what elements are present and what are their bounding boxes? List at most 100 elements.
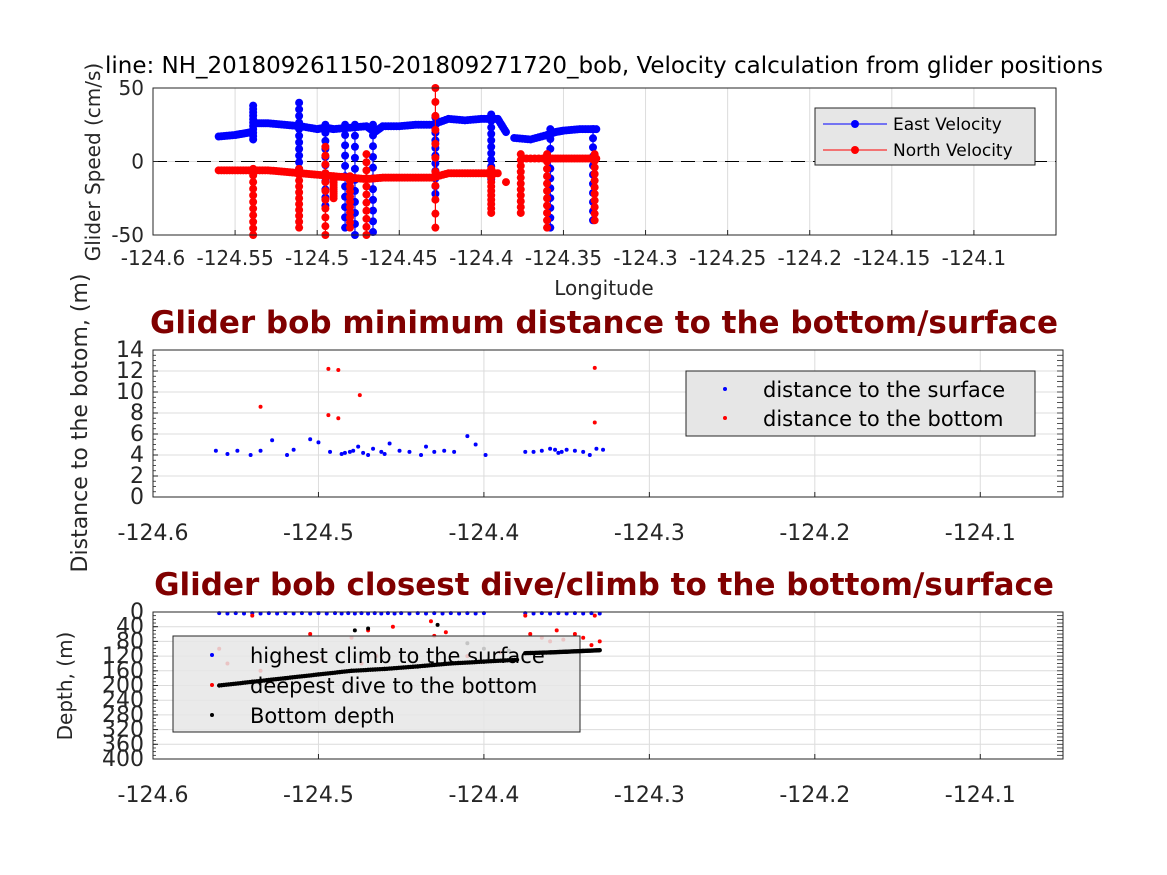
data-point: [424, 444, 428, 449]
spike-point: [431, 153, 440, 162]
x-tick-label: -124.1: [945, 521, 1016, 546]
spike-point: [369, 206, 378, 215]
spike-point: [350, 164, 359, 173]
y-tick-label: 14: [116, 338, 144, 363]
spike-point: [249, 178, 258, 187]
spike-point: [295, 118, 304, 127]
x-tick-label: -124.2: [777, 246, 841, 270]
spike-point: [321, 151, 330, 160]
spike-point: [295, 145, 304, 154]
spike-point: [369, 142, 378, 151]
data-point: [528, 632, 533, 637]
depth-legend: highest climb to the surface deepest div…: [172, 635, 581, 733]
spike-point: [431, 97, 440, 106]
depth-panel: -124.6 -124.5 -124.4 -124.3 -124.2 -124.1 040…: [53, 567, 1064, 808]
data-point: [592, 365, 597, 370]
series-east-velocity: [214, 98, 601, 239]
y-tick-label: 160: [102, 659, 144, 684]
spike-point: [590, 176, 599, 185]
spike-point: [487, 110, 496, 119]
depth-y-label: Depth, (m): [53, 632, 77, 741]
spike-point: [369, 120, 378, 129]
data-point: [501, 178, 510, 187]
spike-point: [546, 125, 555, 134]
spike-point: [362, 166, 371, 175]
spike-point: [590, 156, 599, 165]
x-tick-label: -124.25: [689, 246, 766, 270]
data-point: [572, 448, 577, 453]
spike-point: [369, 152, 378, 161]
y-tick-label: 6: [130, 422, 144, 447]
velocity-y-label: Glider Speed (cm/s): [81, 63, 105, 262]
spike-point: [321, 213, 330, 222]
y-tick-label: 320: [102, 718, 144, 743]
spike-point: [295, 206, 304, 215]
legend-bottom-marker: [723, 416, 727, 420]
y-tick-label: 400: [102, 747, 144, 772]
spike-point: [362, 150, 371, 159]
spike-point: [431, 167, 440, 176]
spike-point: [295, 111, 304, 120]
spike-point: [249, 197, 258, 206]
velocity-legend: East Velocity North Velocity: [814, 107, 1036, 166]
spike-point: [321, 136, 330, 145]
spike-point: [321, 128, 330, 137]
spike-point: [431, 181, 440, 190]
legend-surface-marker: [723, 387, 727, 391]
spike-point: [321, 169, 330, 178]
spike-point: [590, 203, 599, 212]
spike-point: [590, 189, 599, 198]
spike-point: [321, 186, 330, 195]
y-tick-label: 240: [102, 688, 144, 713]
x-tick-label: -124.2: [779, 783, 850, 808]
spike-point: [249, 171, 258, 180]
spike-point: [516, 197, 525, 206]
spike-point: [369, 185, 378, 194]
spike-point: [295, 217, 304, 226]
spike-point: [350, 120, 359, 129]
spike-point: [321, 222, 330, 231]
data-point: [258, 404, 263, 409]
data-point: [581, 449, 586, 454]
data-point: [556, 450, 561, 455]
data-point: [366, 626, 371, 631]
x-tick-label: -124.5: [285, 246, 349, 270]
legend-east-marker: [851, 120, 859, 128]
data-point: [594, 446, 599, 451]
data-point: [581, 635, 586, 640]
spike-point: [295, 223, 304, 232]
spike-point: [295, 176, 304, 185]
spike-point: [487, 129, 496, 138]
spike-point: [543, 179, 552, 188]
x-tick-label: -124.2: [779, 521, 850, 546]
data-point: [336, 416, 341, 421]
spike-point: [590, 216, 599, 225]
spike-point: [321, 120, 330, 129]
data-point: [554, 628, 559, 633]
spike-point: [362, 190, 371, 199]
spike-point: [362, 222, 371, 231]
spike-point: [487, 149, 496, 158]
data-point: [326, 413, 331, 418]
data-point: [564, 447, 569, 452]
y-tick-label: 8: [130, 401, 144, 426]
y-tick-label: 0: [130, 485, 144, 510]
legend-climb-label: highest climb to the surface: [250, 644, 545, 668]
spike-point: [487, 123, 496, 132]
data-point: [248, 453, 253, 457]
spike-point: [546, 135, 555, 144]
spike-point: [249, 224, 258, 233]
distance-x-ticks: -124.6 -124.5 -124.4 -124.3 -124.2 -124.1: [118, 492, 1016, 546]
depth-x-ticks: -124.6 -124.5 -124.4 -124.3 -124.2 -124.1: [118, 754, 1016, 808]
data-point: [382, 451, 387, 456]
spike-point: [369, 228, 378, 237]
spike-point: [487, 116, 496, 125]
spike-point: [589, 143, 598, 152]
spike-point: [516, 173, 525, 182]
spike-point: [590, 183, 599, 192]
spike-point: [543, 201, 552, 210]
data-point: [473, 442, 478, 447]
spike-point: [369, 195, 378, 204]
spike-point: [590, 196, 599, 205]
y-tick-label: 50: [119, 76, 144, 100]
